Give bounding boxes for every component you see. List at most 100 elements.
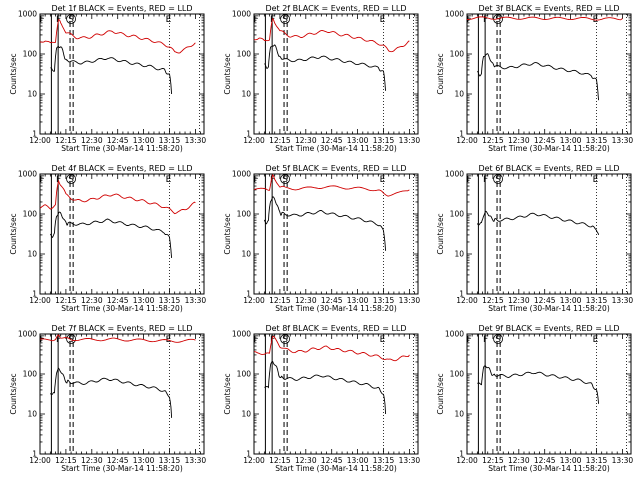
- x-tick-label: 12:45: [107, 456, 129, 465]
- panel-title: Det 3f BLACK = Events, RED = LLD: [478, 4, 619, 13]
- x-tick-label: 13:00: [347, 136, 369, 145]
- y-tick-label: 100: [450, 370, 465, 379]
- x-tick-label: 12:30: [508, 136, 530, 145]
- x-tick-label: 12:15: [269, 456, 291, 465]
- y-tick-label: 10: [27, 90, 37, 99]
- x-tick-label: 13:00: [560, 136, 582, 145]
- panel-det-3: Det 3f BLACK = Events, RED = LLD 1 10 100 10…: [436, 4, 633, 153]
- x-tick-label: 12:00: [29, 136, 51, 145]
- series-events-line: [477, 365, 600, 404]
- panel-title: Det 5f BLACK = Events, RED = LLD: [265, 164, 406, 173]
- flag-label: E: [380, 15, 386, 25]
- y-axis-label: Counts/sec: [9, 373, 18, 414]
- flag-label: S: [282, 335, 288, 345]
- x-axis-label: Start Time (30-Mar-14 11:58:20): [488, 304, 610, 313]
- flag-label: E: [380, 335, 386, 345]
- y-tick-label: 1000: [445, 10, 464, 19]
- panel-det-7: Det 7f BLACK = Events, RED = LLD 1 10 100 10…: [9, 324, 206, 473]
- plot-frame: [39, 333, 205, 455]
- y-tick-label: 100: [237, 210, 252, 219]
- y-tick-label: 1000: [18, 10, 37, 19]
- x-tick-label: 13:30: [612, 296, 634, 305]
- x-tick-label: 13:30: [185, 296, 207, 305]
- x-tick-label: 12:30: [81, 456, 103, 465]
- y-tick-label: 1: [246, 450, 251, 459]
- panel-title: Det 9f BLACK = Events, RED = LLD: [478, 324, 619, 333]
- y-axis-label: Counts/sec: [436, 213, 445, 254]
- x-axis-label: Start Time (30-Mar-14 11:58:20): [275, 304, 397, 313]
- x-tick-label: 12:00: [243, 136, 265, 145]
- x-tick-label: 13:15: [586, 296, 608, 305]
- y-tick-label: 1: [32, 130, 37, 139]
- series-events-line: [476, 210, 600, 236]
- series-lld-line: [39, 334, 196, 343]
- flag-label: F: [253, 335, 258, 345]
- y-axis-label: Counts/sec: [223, 373, 232, 414]
- x-tick-label: 13:15: [586, 456, 608, 465]
- series-lld-line: [253, 17, 410, 53]
- plot-frame: [466, 173, 632, 295]
- y-axis-label: Counts/sec: [9, 213, 18, 254]
- panel-title: Det 8f BLACK = Events, RED = LLD: [265, 324, 406, 333]
- x-tick-label: 13:15: [373, 296, 395, 305]
- y-tick-label: 10: [454, 250, 464, 259]
- x-tick-label: 12:15: [482, 456, 504, 465]
- flag-label: F: [483, 15, 488, 25]
- x-tick-label: 12:30: [508, 456, 530, 465]
- x-tick-label: 13:15: [373, 136, 395, 145]
- panel-det-4: Det 4f BLACK = Events, RED = LLD 1 10 100 10…: [9, 164, 206, 313]
- flag-circle: [66, 334, 76, 344]
- y-tick-label: 100: [450, 210, 465, 219]
- x-tick-label: 12:15: [55, 456, 77, 465]
- x-tick-label: 12:15: [482, 296, 504, 305]
- panel-title: Det 6f BLACK = Events, RED = LLD: [478, 164, 619, 173]
- x-axis-label: Start Time (30-Mar-14 11:58:20): [275, 144, 397, 153]
- plot-frame: [39, 13, 205, 135]
- x-tick-label: 12:15: [55, 296, 77, 305]
- panel-det-8: Det 8f BLACK = Events, RED = LLD 1 10 100 10…: [223, 324, 420, 473]
- y-tick-label: 1000: [445, 170, 464, 179]
- flag-circle: [280, 14, 290, 24]
- y-tick-label: 1: [32, 290, 37, 299]
- flag-label: F: [253, 175, 258, 185]
- x-tick-label: 12:45: [321, 296, 343, 305]
- panel-det-1: Det 1f BLACK = Events, RED = LLD 1 10 100 10…: [9, 4, 206, 153]
- y-tick-label: 1000: [18, 170, 37, 179]
- x-tick-label: 12:30: [81, 296, 103, 305]
- x-tick-label: 13:15: [159, 456, 181, 465]
- flag-label: E: [166, 175, 172, 185]
- y-tick-label: 10: [454, 90, 464, 99]
- x-tick-label: 12:30: [295, 296, 317, 305]
- y-tick-label: 1: [246, 290, 251, 299]
- panel-det-6: Det 6f BLACK = Events, RED = LLD 1 10 100 10…: [436, 164, 633, 313]
- y-tick-label: 1: [459, 130, 464, 139]
- flag-label: S: [282, 15, 288, 25]
- flag-label: F: [39, 175, 44, 185]
- flag-label: F: [39, 335, 44, 345]
- x-tick-label: 13:00: [133, 296, 155, 305]
- flag-label: S: [495, 175, 501, 185]
- plot-frame: [466, 13, 632, 135]
- series-events-line: [263, 196, 387, 251]
- flag-label: E: [380, 175, 386, 185]
- x-tick-label: 13:30: [612, 456, 634, 465]
- y-tick-label: 100: [237, 370, 252, 379]
- x-tick-label: 12:00: [29, 296, 51, 305]
- flag-circle: [66, 14, 76, 24]
- plot-frame: [253, 173, 419, 295]
- flag-circle: [493, 174, 503, 184]
- series-events-line: [50, 46, 173, 95]
- y-axis-label: Counts/sec: [223, 213, 232, 254]
- flag-label: S: [282, 175, 288, 185]
- panel-title: Det 2f BLACK = Events, RED = LLD: [265, 4, 406, 13]
- y-axis-label: Counts/sec: [436, 53, 445, 94]
- y-tick-label: 1: [459, 450, 464, 459]
- panel-det-5: Det 5f BLACK = Events, RED = LLD 1 10 100 10…: [223, 164, 420, 313]
- flag-label: F: [270, 335, 275, 345]
- panel-title: Det 1f BLACK = Events, RED = LLD: [51, 4, 192, 13]
- x-tick-label: 12:45: [107, 296, 129, 305]
- series-events-line: [50, 367, 173, 418]
- x-tick-label: 13:00: [133, 136, 155, 145]
- x-tick-label: 13:15: [159, 296, 181, 305]
- y-tick-label: 10: [241, 250, 251, 259]
